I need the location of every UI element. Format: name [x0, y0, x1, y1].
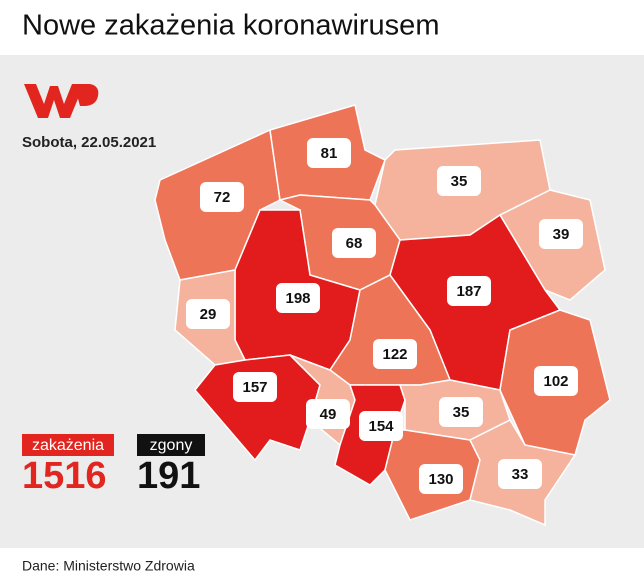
value-box [186, 299, 230, 329]
value-label: 157 [242, 379, 267, 396]
deaths-total: 191 [137, 455, 200, 497]
logo-w [24, 84, 84, 118]
value-box [306, 399, 350, 429]
infections-label-box [22, 434, 114, 456]
value-box [359, 411, 403, 441]
deaths-label: zgony [150, 437, 193, 454]
region [194, 354, 321, 462]
value-box [200, 182, 244, 212]
value-box [233, 372, 277, 402]
value-labels: 72 81 35 39 68 198 187 29 122 102 157 49 154 35 130 33 [186, 138, 583, 494]
value-label: 33 [512, 466, 529, 483]
logo-p [74, 84, 99, 106]
value-label: 122 [382, 346, 407, 363]
infections-label: zakażenia [32, 437, 104, 454]
value-label: 198 [285, 290, 310, 307]
value-box [539, 219, 583, 249]
infections-total: 1516 [22, 455, 107, 497]
value-box [498, 459, 542, 489]
value-label: 35 [451, 173, 468, 190]
value-label: 154 [368, 418, 394, 435]
value-label: 39 [553, 226, 570, 243]
source: Dane: Ministerstwo Zdrowia [22, 558, 195, 574]
date: Sobota, 22.05.2021 [22, 134, 156, 151]
title: Nowe zakażenia koronawirusem [22, 10, 439, 42]
value-label: 35 [453, 404, 470, 421]
value-label: 187 [456, 283, 481, 300]
value-box [419, 464, 463, 494]
value-box [447, 276, 491, 306]
value-box [534, 366, 578, 396]
value-box [439, 397, 483, 427]
value-label: 68 [346, 235, 363, 252]
value-label: 72 [214, 189, 231, 206]
value-label: 81 [321, 145, 338, 162]
value-box [437, 166, 481, 196]
value-box [373, 339, 417, 369]
value-box [276, 283, 320, 313]
value-box [307, 138, 351, 168]
deaths-label-box [137, 434, 205, 456]
value-label: 102 [543, 373, 568, 390]
logo [24, 84, 99, 118]
value-label: 29 [200, 306, 217, 323]
value-label: 130 [428, 471, 453, 488]
value-box [332, 228, 376, 258]
value-label: 49 [320, 406, 337, 423]
